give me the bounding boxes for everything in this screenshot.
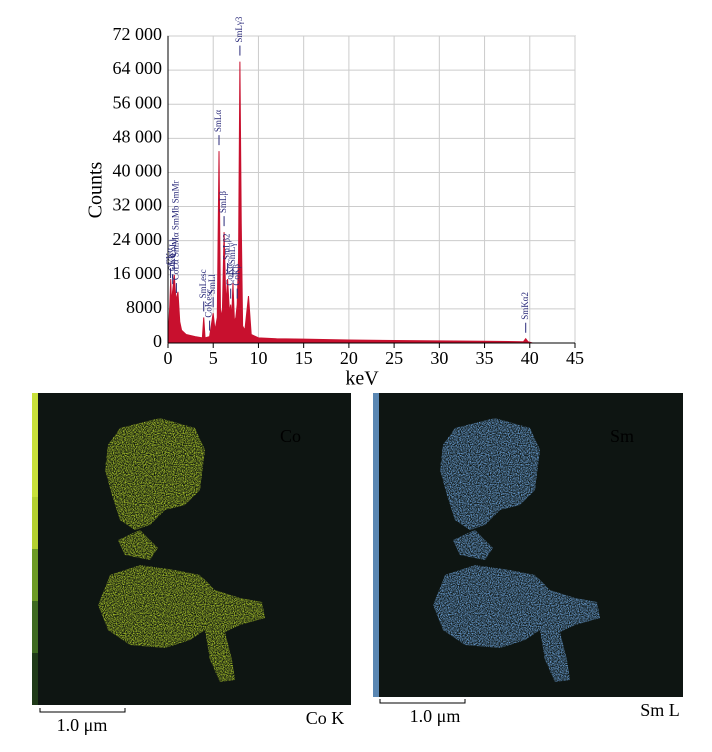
x-tick-label: 20 bbox=[340, 348, 358, 368]
peak-label: CoLα SmMα SmMb SmMr bbox=[170, 180, 180, 280]
peak-label: SmKα2 bbox=[520, 292, 530, 320]
element-maps: Co 1.0 μm Co K Sm 1.0 μm Sm L bbox=[32, 393, 683, 735]
peak-label: SmLα bbox=[213, 110, 223, 133]
color-scale bbox=[32, 445, 38, 497]
x-tick-label: 5 bbox=[209, 348, 218, 368]
scale-bar-label: 1.0 μm bbox=[57, 715, 108, 735]
scale-bar-label: 1.0 μm bbox=[410, 706, 461, 726]
peak-label: CoKesc bbox=[204, 289, 214, 318]
x-axis-title: keV bbox=[345, 368, 379, 390]
element-label: Co bbox=[280, 426, 301, 446]
color-scale bbox=[32, 497, 38, 549]
peak-label: OKα bbox=[167, 253, 177, 271]
y-tick-label: 40 000 bbox=[113, 161, 163, 181]
y-tick-label: 72 000 bbox=[113, 24, 163, 44]
peak-label: SmLesc bbox=[198, 269, 208, 298]
y-axis-title: Counts bbox=[85, 161, 107, 218]
y-tick-label: 48 000 bbox=[113, 126, 163, 146]
color-scale bbox=[32, 549, 38, 601]
x-tick-label: 10 bbox=[249, 348, 267, 368]
peak-label: CoKβ bbox=[231, 264, 241, 286]
x-tick-label: 15 bbox=[295, 348, 313, 368]
y-tick-label: 0 bbox=[153, 331, 162, 351]
peak-label: CoLl bbox=[168, 238, 178, 257]
y-tick-label: 56 000 bbox=[113, 92, 163, 112]
element-label: Sm bbox=[610, 426, 634, 446]
x-tick-label: 25 bbox=[385, 348, 403, 368]
x-tick-label: 35 bbox=[476, 348, 494, 368]
y-tick-label: 24 000 bbox=[113, 229, 163, 249]
peak-label: CKα bbox=[165, 248, 175, 266]
peak-label: SmLγ bbox=[227, 243, 237, 265]
plot-border bbox=[167, 35, 576, 344]
scale-bar bbox=[379, 699, 466, 704]
map-line-label: Co K bbox=[306, 708, 345, 728]
x-tick-label: 0 bbox=[164, 348, 173, 368]
x-tick-label: 45 bbox=[566, 348, 584, 368]
spectrum bbox=[167, 61, 533, 344]
peak-label: SmLγ3 bbox=[234, 16, 244, 42]
y-tick-label: 64 000 bbox=[113, 58, 163, 78]
plot-area: 0 8000 16 000 24 000 32 000 40 000 48 000 56 00… bbox=[113, 16, 585, 368]
peak-label: SmLβ bbox=[218, 191, 228, 214]
y-tick-label: 32 000 bbox=[113, 195, 163, 215]
y-tick-label: 16 000 bbox=[113, 263, 163, 283]
map-line-label: Sm L bbox=[640, 700, 680, 720]
peak-label: SmLβ2 bbox=[222, 233, 232, 260]
color-scale bbox=[32, 393, 38, 445]
x-tick-label: 40 bbox=[521, 348, 539, 368]
peak-label: SmLl bbox=[207, 274, 217, 295]
color-scale bbox=[32, 653, 38, 705]
peak-label: CoKα bbox=[225, 264, 235, 286]
scale-bar bbox=[39, 708, 126, 713]
y-tick-label: 8000 bbox=[126, 297, 162, 317]
color-scale bbox=[373, 393, 379, 697]
color-scale bbox=[32, 601, 38, 653]
x-tick-label: 30 bbox=[430, 348, 448, 368]
